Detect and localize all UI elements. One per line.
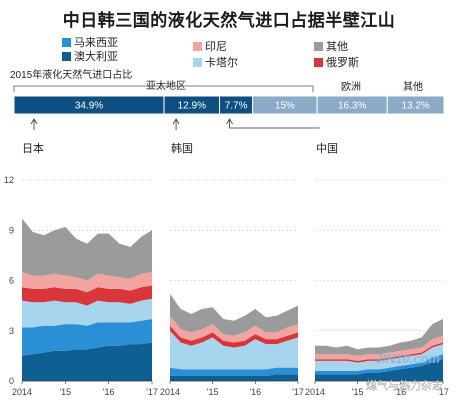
group-label-other: 其他: [403, 82, 423, 93]
area-series: [22, 298, 152, 328]
legend-label: 其他: [326, 41, 348, 53]
chart-title: 中日韩三国的液化天然气进口占据半壁江山: [62, 11, 396, 30]
pointer-line: [229, 120, 320, 129]
area-series: [22, 319, 152, 356]
panel-2: 2014 '15 '16 '17: [305, 179, 449, 397]
pointer-arrow: [30, 118, 38, 125]
legend-item-indonesia: 印尼: [193, 38, 227, 54]
x-tick-label: '17: [146, 387, 158, 397]
panel-1: 2014 '15 '16 '17: [160, 179, 304, 397]
legend-item-other: 其他: [314, 38, 348, 54]
share-segment-label: 13.2%: [401, 101, 429, 112]
area-series: [22, 285, 152, 306]
legend-label: 俄罗斯: [326, 57, 359, 69]
area-series: [170, 293, 298, 336]
y-tick-label: 3: [9, 326, 14, 336]
legend-swatch: [314, 41, 323, 51]
x-tick-label: '16: [394, 387, 406, 397]
legend-item-australia: 澳大利亚: [62, 48, 118, 64]
share-segment-label: 16.3%: [338, 101, 366, 112]
area-series: [315, 354, 443, 375]
area-series: [315, 335, 443, 361]
panel-0: 2014 '15 '16 '17: [12, 179, 158, 397]
share-segment-label: 34.9%: [75, 101, 103, 112]
legend-label: 卡塔尔: [205, 57, 238, 69]
area-series: [170, 315, 298, 343]
legend-item-qatar: 卡塔尔: [193, 54, 238, 70]
pointer-arrow: [172, 118, 180, 125]
share-segment-label: 12.9%: [178, 101, 206, 112]
legend-label: 马来西亚: [74, 37, 118, 49]
group-label-europe: 欧洲: [341, 82, 361, 93]
x-tick-label: '16: [249, 387, 261, 397]
area-series: [170, 374, 298, 381]
legend-label: 印尼: [205, 41, 227, 53]
share-segment: [386, 95, 445, 115]
country-pointers: 日本 韩国 中国: [22, 118, 338, 155]
legend-item-malaysia: 马来西亚: [62, 34, 118, 50]
area-series: [22, 342, 152, 381]
legend-swatch: [193, 57, 202, 67]
area-series: [315, 359, 443, 381]
area-series: [22, 272, 152, 293]
asia-bracket: [13, 85, 314, 92]
share-bar: 34.9% 12.9% 7.7% 15% 16.3% 13.2%: [13, 95, 445, 115]
area-series: [315, 319, 443, 356]
legend-swatch: [62, 51, 71, 61]
x-tick-label: 2014: [12, 387, 32, 397]
area-series: [315, 342, 443, 363]
area-series: [170, 325, 298, 348]
pointer-arrow: [226, 118, 233, 125]
country-label: 日本: [22, 141, 44, 155]
share-segment-label: 15%: [275, 101, 295, 112]
x-tick-label: '15: [352, 387, 364, 397]
legend-label: 澳大利亚: [74, 51, 118, 63]
y-tick-label: 6: [9, 276, 14, 286]
legend-item-russia: 俄罗斯: [314, 54, 359, 70]
watermark-jin10: JIN10.com: [375, 351, 440, 366]
legend-swatch: [62, 37, 71, 47]
y-tick-label: 0: [9, 376, 14, 386]
x-tick-label: '15: [207, 387, 219, 397]
x-tick-label: 2014: [305, 387, 325, 397]
area-series: [170, 367, 298, 376]
y-tick-label: 12: [4, 175, 14, 185]
watermark-journal: 煤气与热力杂志: [366, 378, 443, 392]
area-series: [315, 344, 443, 371]
legend-swatch: [193, 41, 202, 51]
x-tick-label: 2014: [160, 387, 180, 397]
x-tick-label: '17: [437, 387, 449, 397]
area-series: [170, 330, 298, 370]
legend-swatch: [314, 57, 323, 67]
area-series: [22, 218, 152, 281]
country-label: 中国: [316, 142, 338, 155]
share-segment-label: 7.7%: [225, 101, 248, 112]
x-tick-label: '17: [292, 387, 304, 397]
y-tick-label: 9: [9, 225, 14, 235]
group-label-asia: 亚太地区: [146, 81, 186, 92]
country-label: 韩国: [171, 141, 193, 155]
x-tick-label: '15: [59, 387, 71, 397]
share-bar-caption: 2015年液化天然气进口占比: [10, 70, 133, 81]
x-tick-label: '16: [103, 387, 115, 397]
